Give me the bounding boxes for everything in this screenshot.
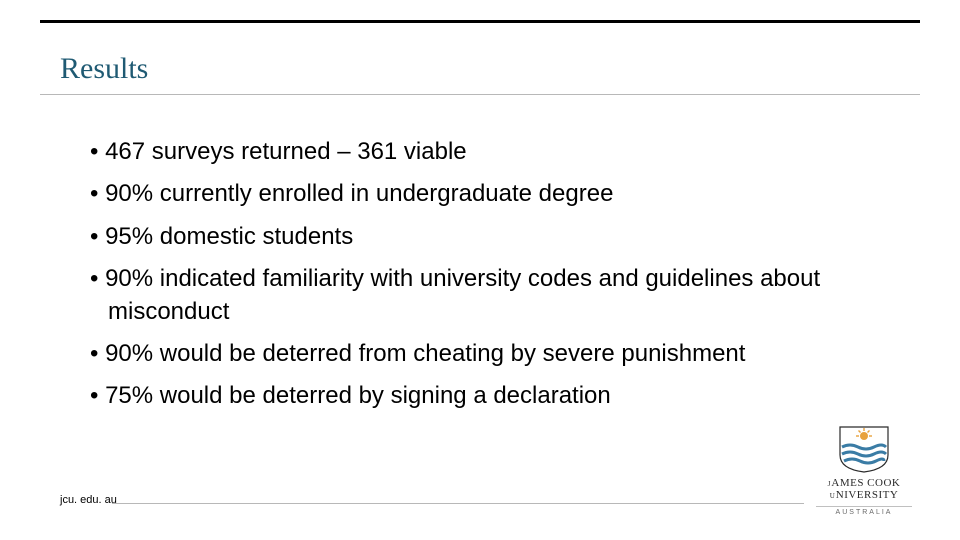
footer-rule: [112, 503, 804, 504]
logo-shield-icon: [836, 425, 892, 473]
bullet-item: 90% currently enrolled in undergraduate …: [90, 178, 900, 210]
bullet-list: 467 surveys returned – 361 viable 90% cu…: [90, 136, 900, 423]
slide: Results 467 surveys returned – 361 viabl…: [0, 0, 960, 540]
logo-divider: [816, 506, 912, 507]
university-logo: JAMES COOK UNIVERSITY AUSTRALIA: [816, 425, 912, 516]
bullet-item: 75% would be deterred by signing a decla…: [90, 380, 900, 412]
footer-url: jcu. edu. au: [60, 494, 117, 506]
bullet-item: 95% domestic students: [90, 221, 900, 253]
title-underline: [40, 94, 920, 95]
slide-title: Results: [60, 52, 148, 86]
logo-country: AUSTRALIA: [816, 509, 912, 516]
bullet-item: 90% would be deterred from cheating by s…: [90, 338, 900, 370]
top-rule: [40, 20, 920, 23]
bullet-item: 467 surveys returned – 361 viable: [90, 136, 900, 168]
bullet-item: 90% indicated familiarity with universit…: [90, 263, 900, 328]
logo-line1: AMES COOK: [831, 477, 900, 489]
logo-text: JAMES COOK UNIVERSITY: [816, 477, 912, 502]
logo-line2: NIVERSITY: [836, 489, 899, 501]
